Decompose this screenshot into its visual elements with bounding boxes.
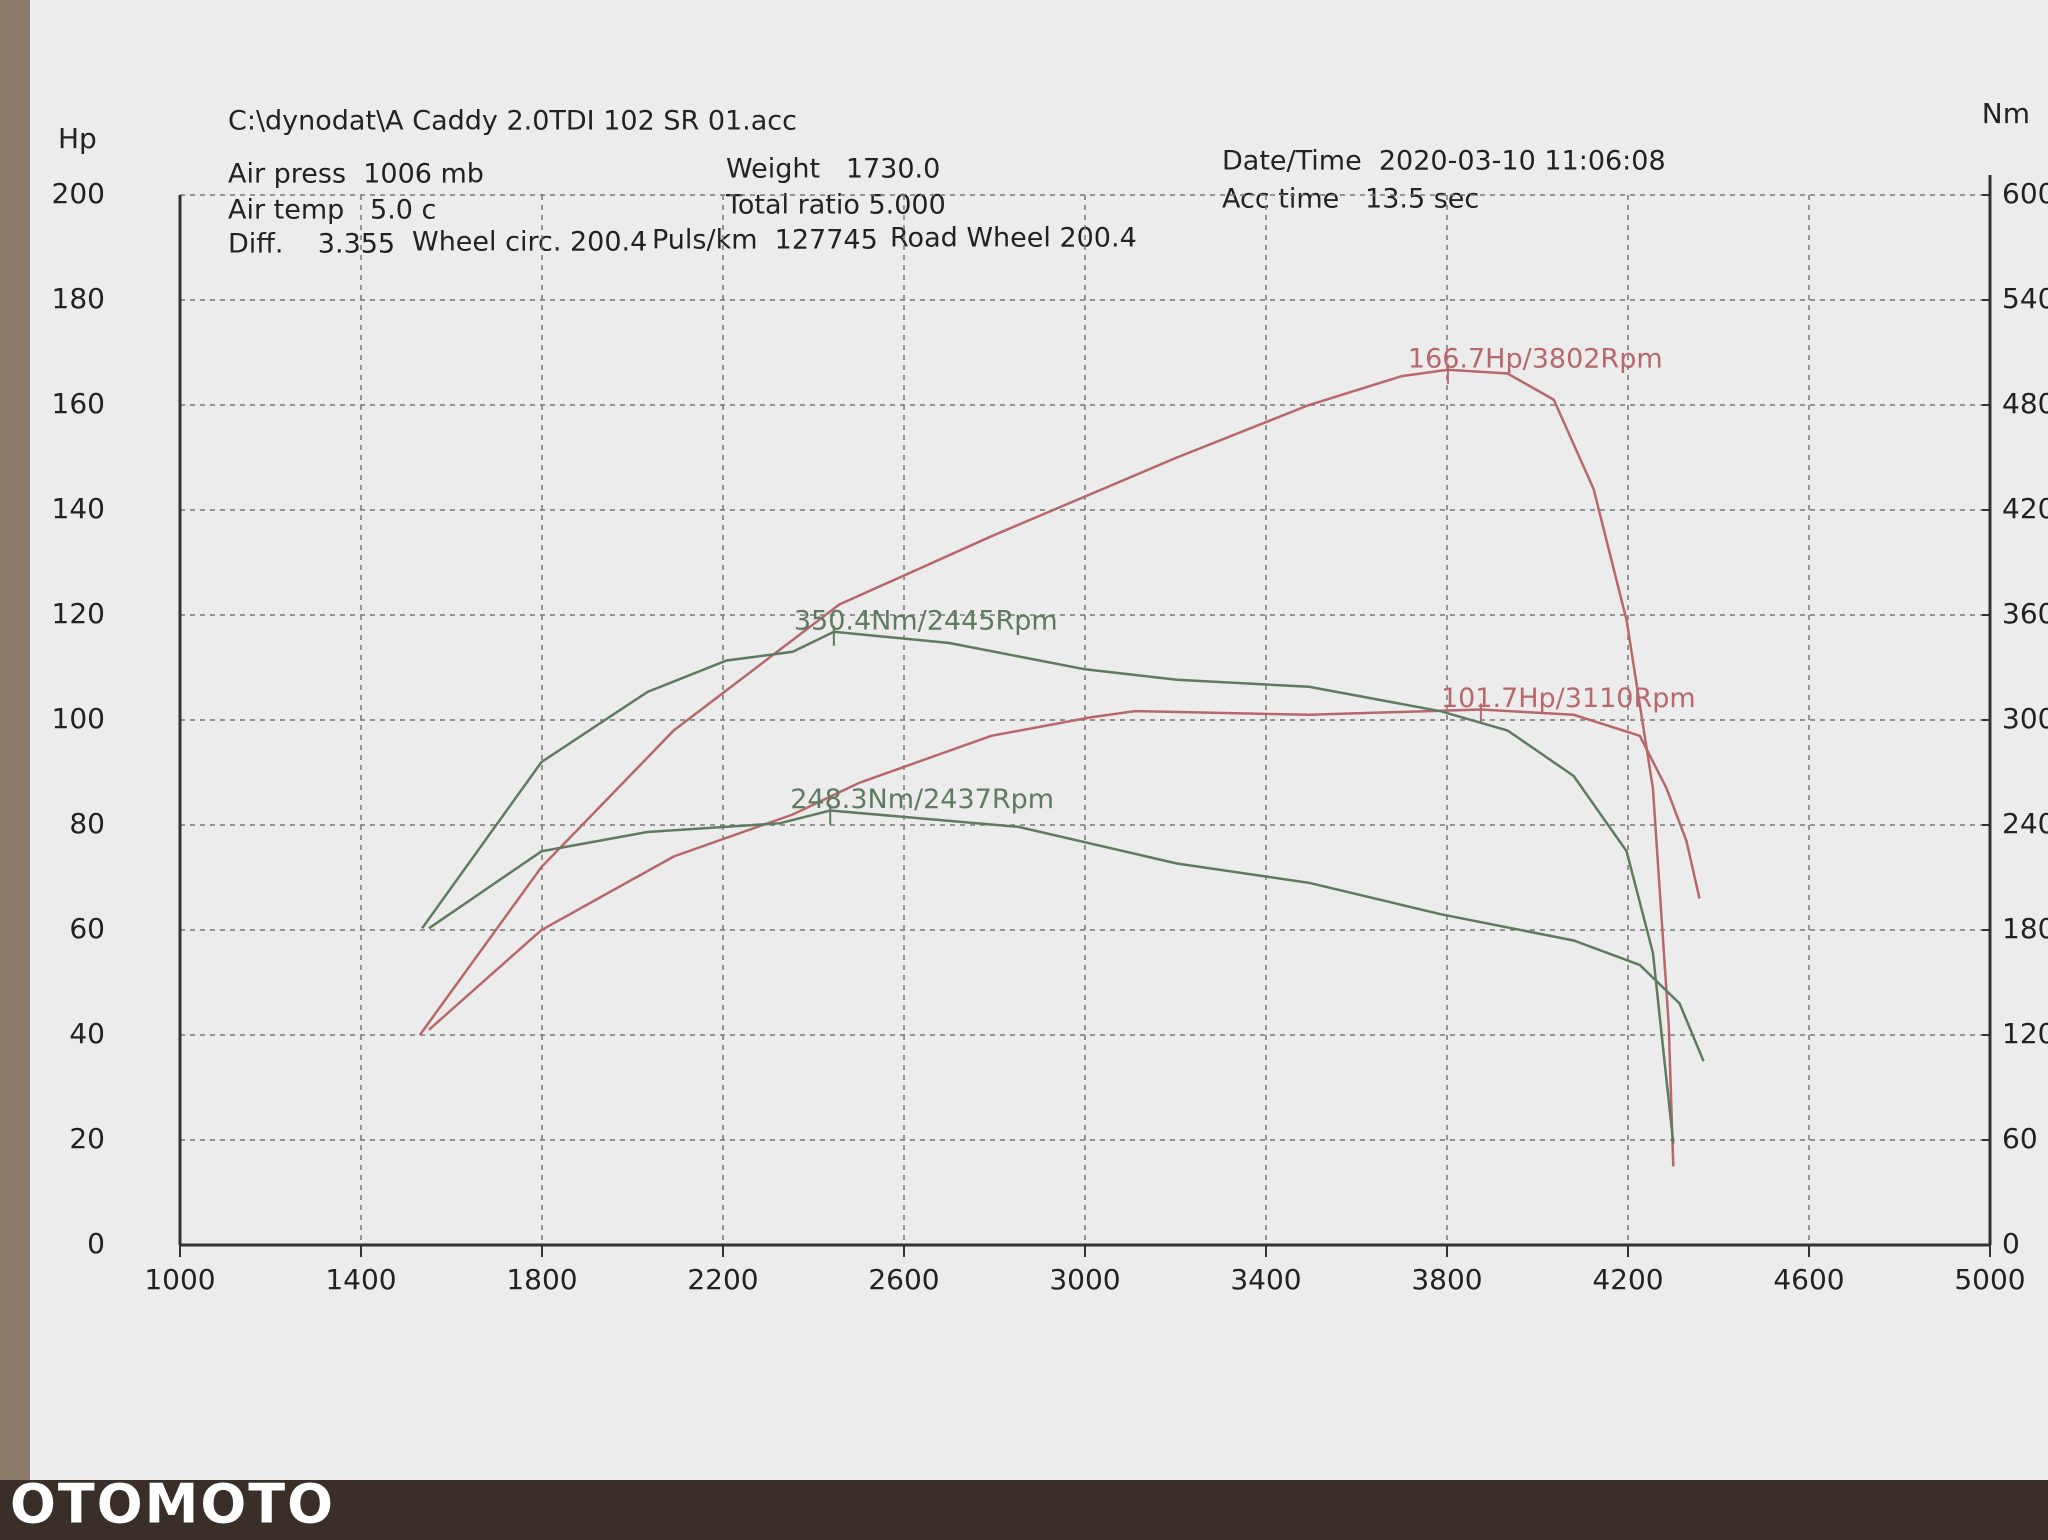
annotation: 101.7Hp/3110Rpm bbox=[1441, 683, 1696, 714]
y2-tick-label: 480 bbox=[2002, 387, 2048, 420]
x-tick-label: 1400 bbox=[325, 1263, 396, 1296]
diff: Diff. 3.355 bbox=[228, 229, 395, 260]
x-tick-label: 1800 bbox=[506, 1263, 577, 1296]
y-tick-label: 120 bbox=[52, 597, 105, 630]
annotation: 248.3Nm/2437Rpm bbox=[790, 784, 1054, 815]
y2-axis-label: Nm bbox=[1982, 97, 2030, 130]
curve bbox=[421, 630, 1675, 1144]
y-tick-label: 200 bbox=[52, 177, 105, 210]
paper bbox=[0, 0, 2048, 1480]
total-ratio: Total ratio 5.000 bbox=[725, 190, 946, 221]
y-tick-label: 160 bbox=[52, 387, 105, 420]
y2-tick-label: 600 bbox=[2002, 177, 2048, 210]
curve bbox=[428, 809, 1705, 1062]
x-tick-label: 2200 bbox=[687, 1263, 758, 1296]
air-press: Air press 1006 mb bbox=[228, 159, 484, 190]
y2-tick-label: 60 bbox=[2002, 1122, 2038, 1155]
x-tick-label: 4600 bbox=[1773, 1263, 1844, 1296]
x-tick-label: 1000 bbox=[144, 1263, 215, 1296]
y2-tick-label: 300 bbox=[2002, 702, 2048, 735]
weight: Weight 1730.0 bbox=[726, 154, 940, 185]
y-tick-label: 100 bbox=[52, 702, 105, 735]
y-tick-label: 0 bbox=[87, 1227, 105, 1260]
y-tick-label: 80 bbox=[69, 807, 105, 840]
x-tick-label: 4200 bbox=[1592, 1263, 1663, 1296]
curve bbox=[428, 708, 1701, 1031]
y-axis-label: Hp bbox=[58, 122, 97, 155]
y-tick-label: 60 bbox=[69, 912, 105, 945]
acc-time: Acc time 13.5 sec bbox=[1222, 184, 1479, 215]
y2-tick-label: 120 bbox=[2002, 1017, 2048, 1050]
y2-tick-label: 180 bbox=[2002, 912, 2048, 945]
air-temp: Air temp 5.0 c bbox=[228, 195, 436, 226]
watermark: OTOMOTO bbox=[10, 1473, 335, 1536]
x-tick-label: 2600 bbox=[868, 1263, 939, 1296]
y2-tick-label: 420 bbox=[2002, 492, 2048, 525]
x-tick-label: 3800 bbox=[1411, 1263, 1482, 1296]
y-tick-label: 180 bbox=[52, 282, 105, 315]
paper-edge bbox=[0, 0, 30, 1480]
y2-tick-label: 0 bbox=[2002, 1227, 2020, 1260]
y2-tick-label: 540 bbox=[2002, 282, 2048, 315]
file-name: C:\dynodat\A Caddy 2.0TDI 102 SR 01.acc bbox=[228, 106, 797, 137]
annotation: 166.7Hp/3802Rpm bbox=[1408, 343, 1663, 374]
y2-tick-label: 240 bbox=[2002, 807, 2048, 840]
y2-tick-label: 360 bbox=[2002, 597, 2048, 630]
date-time: Date/Time 2020-03-10 11:06:08 bbox=[1222, 146, 1666, 177]
x-tick-label: 5000 bbox=[1954, 1263, 2025, 1296]
x-tick-label: 3400 bbox=[1230, 1263, 1301, 1296]
puls-km: Puls/km 127745 bbox=[652, 225, 878, 256]
wheel-circ: Wheel circ. 200.4 bbox=[412, 227, 647, 258]
annotation: 350.4Nm/2445Rpm bbox=[794, 605, 1058, 636]
road-wheel: Road Wheel 200.4 bbox=[890, 223, 1137, 254]
x-tick-label: 3000 bbox=[1049, 1263, 1120, 1296]
y-tick-label: 140 bbox=[52, 492, 105, 525]
curve bbox=[418, 368, 1675, 1167]
y-tick-label: 40 bbox=[69, 1017, 105, 1050]
y-tick-label: 20 bbox=[69, 1122, 105, 1155]
